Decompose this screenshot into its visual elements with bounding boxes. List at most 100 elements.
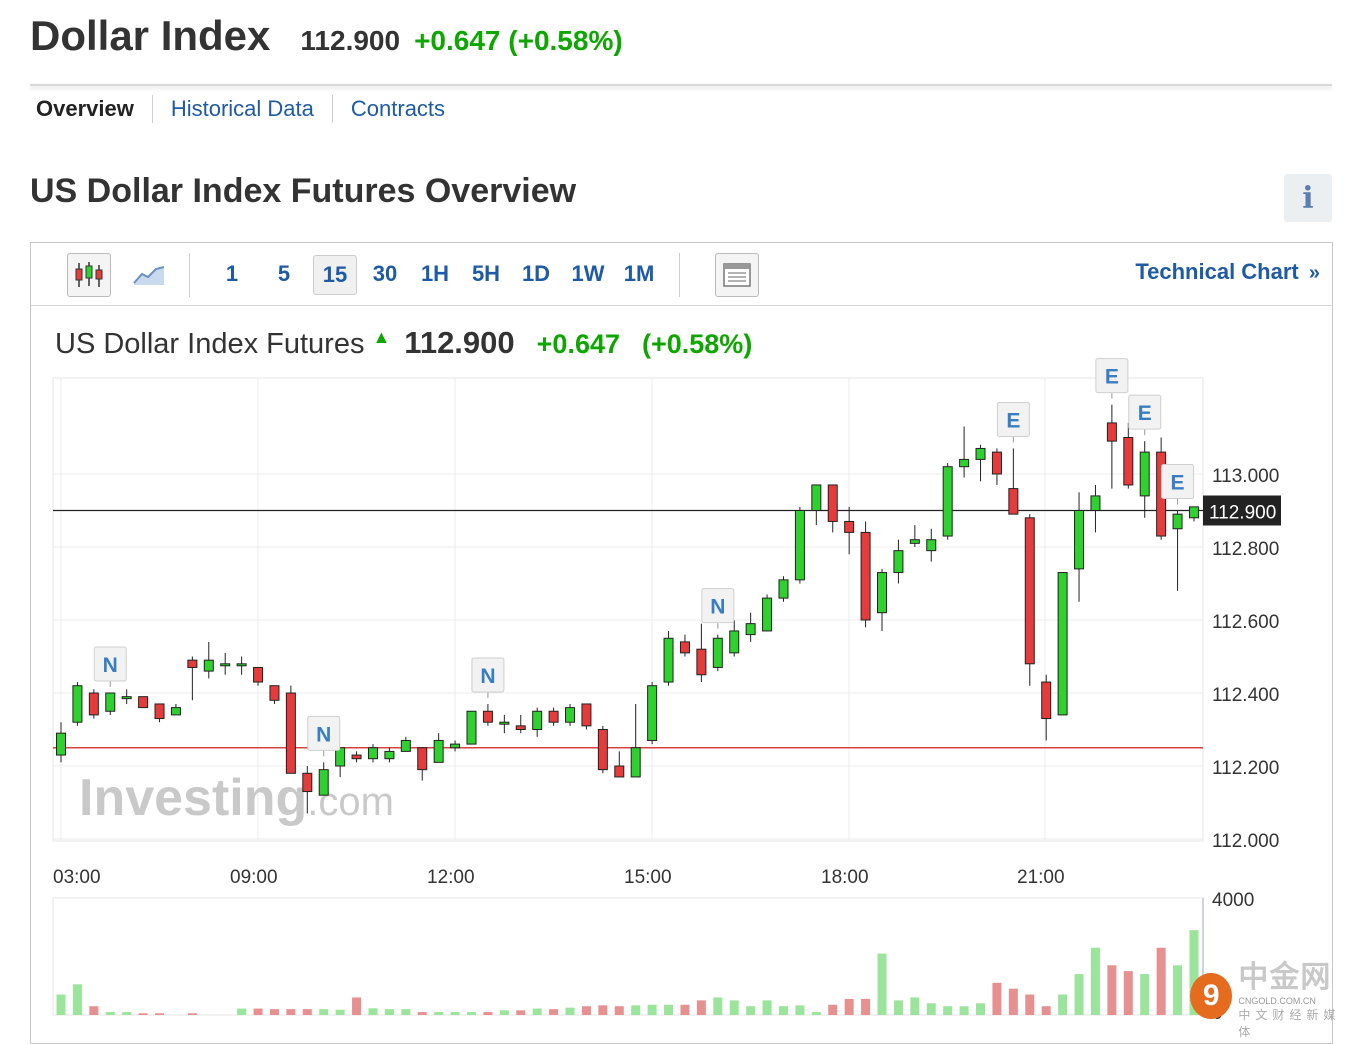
volume-bar (434, 1012, 444, 1015)
timeframe-1w[interactable]: 1W (571, 261, 605, 286)
volume-bar (499, 1010, 509, 1015)
timeframe-1d[interactable]: 1D (521, 261, 551, 286)
candle-body (236, 663, 247, 667)
tab-overview[interactable]: Overview (36, 96, 134, 121)
technical-chart-link[interactable]: Technical Chart » (1135, 259, 1320, 285)
timeframe-5h[interactable]: 5H (471, 261, 501, 286)
volume-bar (352, 997, 362, 1015)
plot-area (52, 377, 1204, 842)
volume-bar (138, 1013, 148, 1015)
candle-body (433, 739, 444, 763)
chart-instrument-name: US Dollar Index Futures (55, 328, 365, 360)
candle-body (138, 696, 149, 709)
candle-body (827, 484, 838, 522)
current-price-tag (1203, 495, 1281, 526)
info-icon[interactable]: i (1284, 174, 1332, 222)
current-price-tag-label: 112.900 (1209, 503, 1276, 524)
event-marker-box (1128, 394, 1162, 430)
volume-bar (1140, 974, 1150, 1015)
volume-bar (581, 1006, 591, 1015)
cngold-name: 中金网 (1238, 961, 1332, 994)
candle-body (532, 710, 543, 730)
candle-body (318, 769, 329, 796)
x-axis-tick-label: 18:00 (821, 867, 869, 888)
volume-bar (713, 997, 723, 1015)
event-marker-label: N (103, 654, 118, 677)
volume-bar (417, 1012, 427, 1015)
event-marker-label: E (1171, 472, 1185, 495)
candle-body (581, 703, 592, 727)
candle-body (811, 484, 822, 511)
volume-bar (384, 1009, 394, 1015)
chart-change-percent: (+0.58%) (642, 329, 753, 359)
candle-body (745, 623, 756, 636)
chart-price: 112.900 (404, 325, 515, 360)
tab-historical-data[interactable]: Historical Data (151, 95, 332, 123)
candle-body (1172, 513, 1183, 530)
volume-bar (680, 1004, 690, 1015)
data-table-icon[interactable] (715, 253, 759, 297)
volume-bar (56, 994, 66, 1015)
candle-body (1074, 510, 1085, 570)
volume-bar (598, 1005, 608, 1015)
cngold-watermark: 9 中金网 CNGOLD.COM.CN 中文财经新媒体 (1190, 952, 1348, 1040)
volume-bar (729, 1000, 739, 1015)
chart-change: +0.647 (536, 329, 620, 359)
volume-bar (286, 1009, 296, 1015)
candle-body (1090, 495, 1101, 511)
page-header: Dollar Index 112.900 +0.647 (+0.58%) (30, 12, 623, 72)
volume-bar (631, 1005, 641, 1015)
event-marker-label: N (710, 596, 725, 619)
volume-bar (696, 1000, 706, 1015)
volume-bar (778, 1006, 788, 1015)
timeframe-15[interactable]: 15 (313, 255, 357, 295)
timeframe-1[interactable]: 1 (225, 261, 239, 286)
candle-body (121, 696, 132, 700)
volume-bar (1041, 1006, 1051, 1015)
volume-bar (926, 1003, 936, 1015)
volume-bar (992, 982, 1002, 1015)
candlestick-chart-icon[interactable] (67, 253, 111, 297)
volume-bar (187, 1013, 197, 1015)
candle-body (647, 685, 658, 741)
timeframe-1m[interactable]: 1M (623, 261, 655, 286)
event-marker-label: E (1006, 409, 1020, 432)
candle-body (712, 637, 723, 668)
volume-bar (828, 1004, 838, 1015)
candle-body (942, 466, 953, 537)
candle-body (302, 772, 313, 793)
candle-body (630, 747, 641, 778)
candle-body (729, 630, 740, 654)
candle-body (794, 510, 805, 581)
toolbar-divider (679, 253, 680, 297)
candle-body (56, 732, 66, 756)
volume-bar (401, 1009, 411, 1015)
candle-body (663, 637, 674, 683)
candle-body (367, 747, 378, 760)
candle-body (203, 659, 214, 672)
area-chart-icon[interactable] (129, 253, 169, 295)
event-marker-box (471, 657, 505, 693)
event-marker-label: N (480, 665, 495, 688)
candle-body (1024, 517, 1035, 665)
candle-body (482, 710, 493, 723)
volume-bar (467, 1012, 476, 1015)
volume-bar (319, 1009, 329, 1015)
volume-bar (1123, 971, 1133, 1015)
technical-chart-label: Technical Chart (1135, 259, 1299, 284)
x-axis-tick-label: 21:00 (1017, 867, 1065, 888)
tab-contracts[interactable]: Contracts (331, 95, 463, 123)
timeframe-5[interactable]: 5 (277, 261, 291, 286)
volume-bar (122, 1012, 132, 1015)
cngold-logo-icon: 9 (1190, 973, 1233, 1019)
header-divider (30, 84, 1332, 86)
candle-body (105, 692, 116, 712)
volume-bar (450, 1012, 460, 1015)
candle-body (253, 666, 264, 683)
timeframe-1h[interactable]: 1H (420, 261, 450, 286)
volume-bar (269, 1009, 279, 1015)
timeframe-30[interactable]: 30 (372, 261, 398, 286)
x-axis-tick-label: 15:00 (624, 867, 672, 888)
candle-body (762, 597, 773, 632)
